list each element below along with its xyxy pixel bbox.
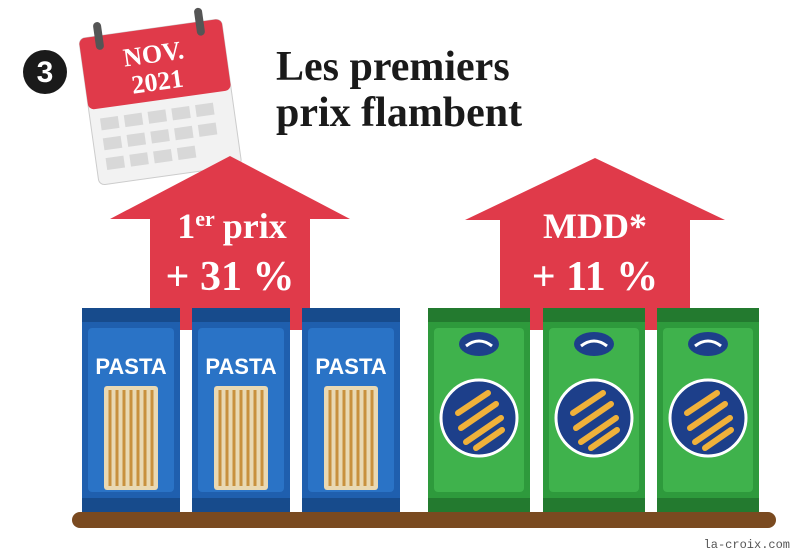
- package-label: PASTA: [95, 354, 166, 379]
- arrow-change: + 11 %: [532, 254, 659, 300]
- arrow-change: + 31 %: [166, 254, 295, 300]
- arrow-label-sup: er: [195, 206, 215, 231]
- calendar: NOV. 2021: [78, 7, 242, 186]
- store-brand-package: [428, 308, 530, 512]
- arrow: [110, 156, 350, 330]
- arrow-label: 1er prix: [177, 206, 287, 246]
- package-label: PASTA: [205, 354, 276, 379]
- arrow-label: MDD*: [543, 206, 647, 246]
- package-label: PASTA: [315, 354, 386, 379]
- pasta-package: [190, 306, 292, 514]
- calendar-year: 2021: [130, 64, 186, 100]
- title-line: Les premiers: [276, 44, 510, 90]
- arrow-label-main: 1: [177, 206, 195, 246]
- arrow-label-rest: prix: [223, 206, 287, 246]
- credit: la-croix.com: [704, 538, 790, 552]
- title-line: prix flambent: [276, 90, 522, 136]
- pasta-package: [80, 306, 182, 514]
- badge-circle: [23, 50, 67, 94]
- store-brand-package: [543, 308, 645, 512]
- arrow: [465, 158, 725, 330]
- store-brand-package: [657, 308, 759, 512]
- pasta-package: [300, 306, 402, 514]
- shelf: [72, 512, 776, 528]
- badge-number: 3: [37, 56, 54, 89]
